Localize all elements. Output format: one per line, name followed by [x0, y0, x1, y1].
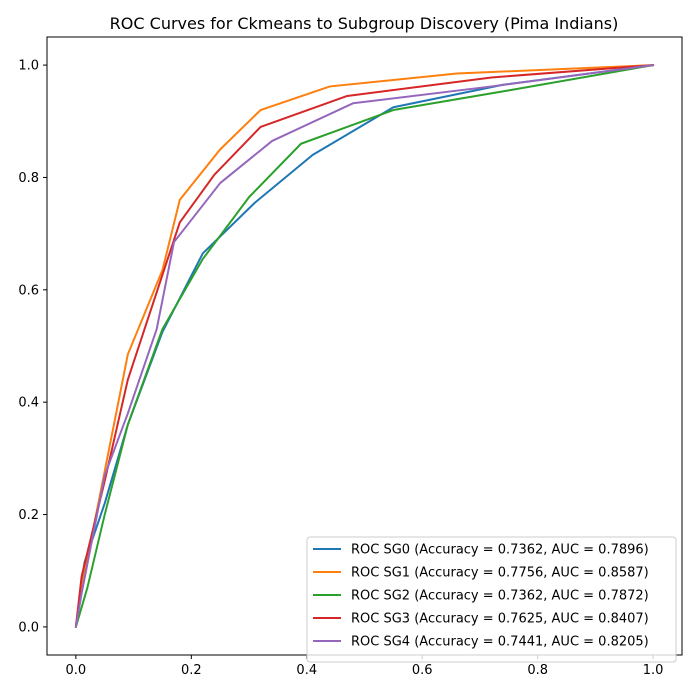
x-tick-label: 0.2	[181, 663, 202, 678]
x-tick-label: 0.6	[412, 663, 433, 678]
y-tick-label: 0.8	[18, 171, 39, 186]
y-tick-label: 1.0	[18, 59, 39, 74]
legend-label-sg2: ROC SG2 (Accuracy = 0.7362, AUC = 0.7872…	[351, 589, 649, 604]
chart-title: ROC Curves for Ckmeans to Subgroup Disco…	[110, 14, 619, 33]
x-tick-label: 0.0	[66, 663, 87, 678]
y-tick-label: 0.0	[18, 620, 39, 635]
y-tick-label: 0.6	[18, 283, 39, 298]
legend-label-sg1: ROC SG1 (Accuracy = 0.7756, AUC = 0.8587…	[351, 566, 649, 581]
legend: ROC SG0 (Accuracy = 0.7362, AUC = 0.7896…	[307, 537, 676, 662]
legend-label-sg0: ROC SG0 (Accuracy = 0.7362, AUC = 0.7896…	[351, 543, 649, 558]
legend-label-sg4: ROC SG4 (Accuracy = 0.7441, AUC = 0.8205…	[351, 635, 649, 650]
x-tick-label: 0.8	[527, 663, 548, 678]
y-tick-label: 0.2	[18, 508, 39, 523]
legend-label-sg3: ROC SG3 (Accuracy = 0.7625, AUC = 0.8407…	[351, 612, 649, 627]
x-tick-label: 1.0	[643, 663, 664, 678]
y-tick-label: 0.4	[18, 396, 39, 411]
x-tick-label: 0.4	[296, 663, 317, 678]
